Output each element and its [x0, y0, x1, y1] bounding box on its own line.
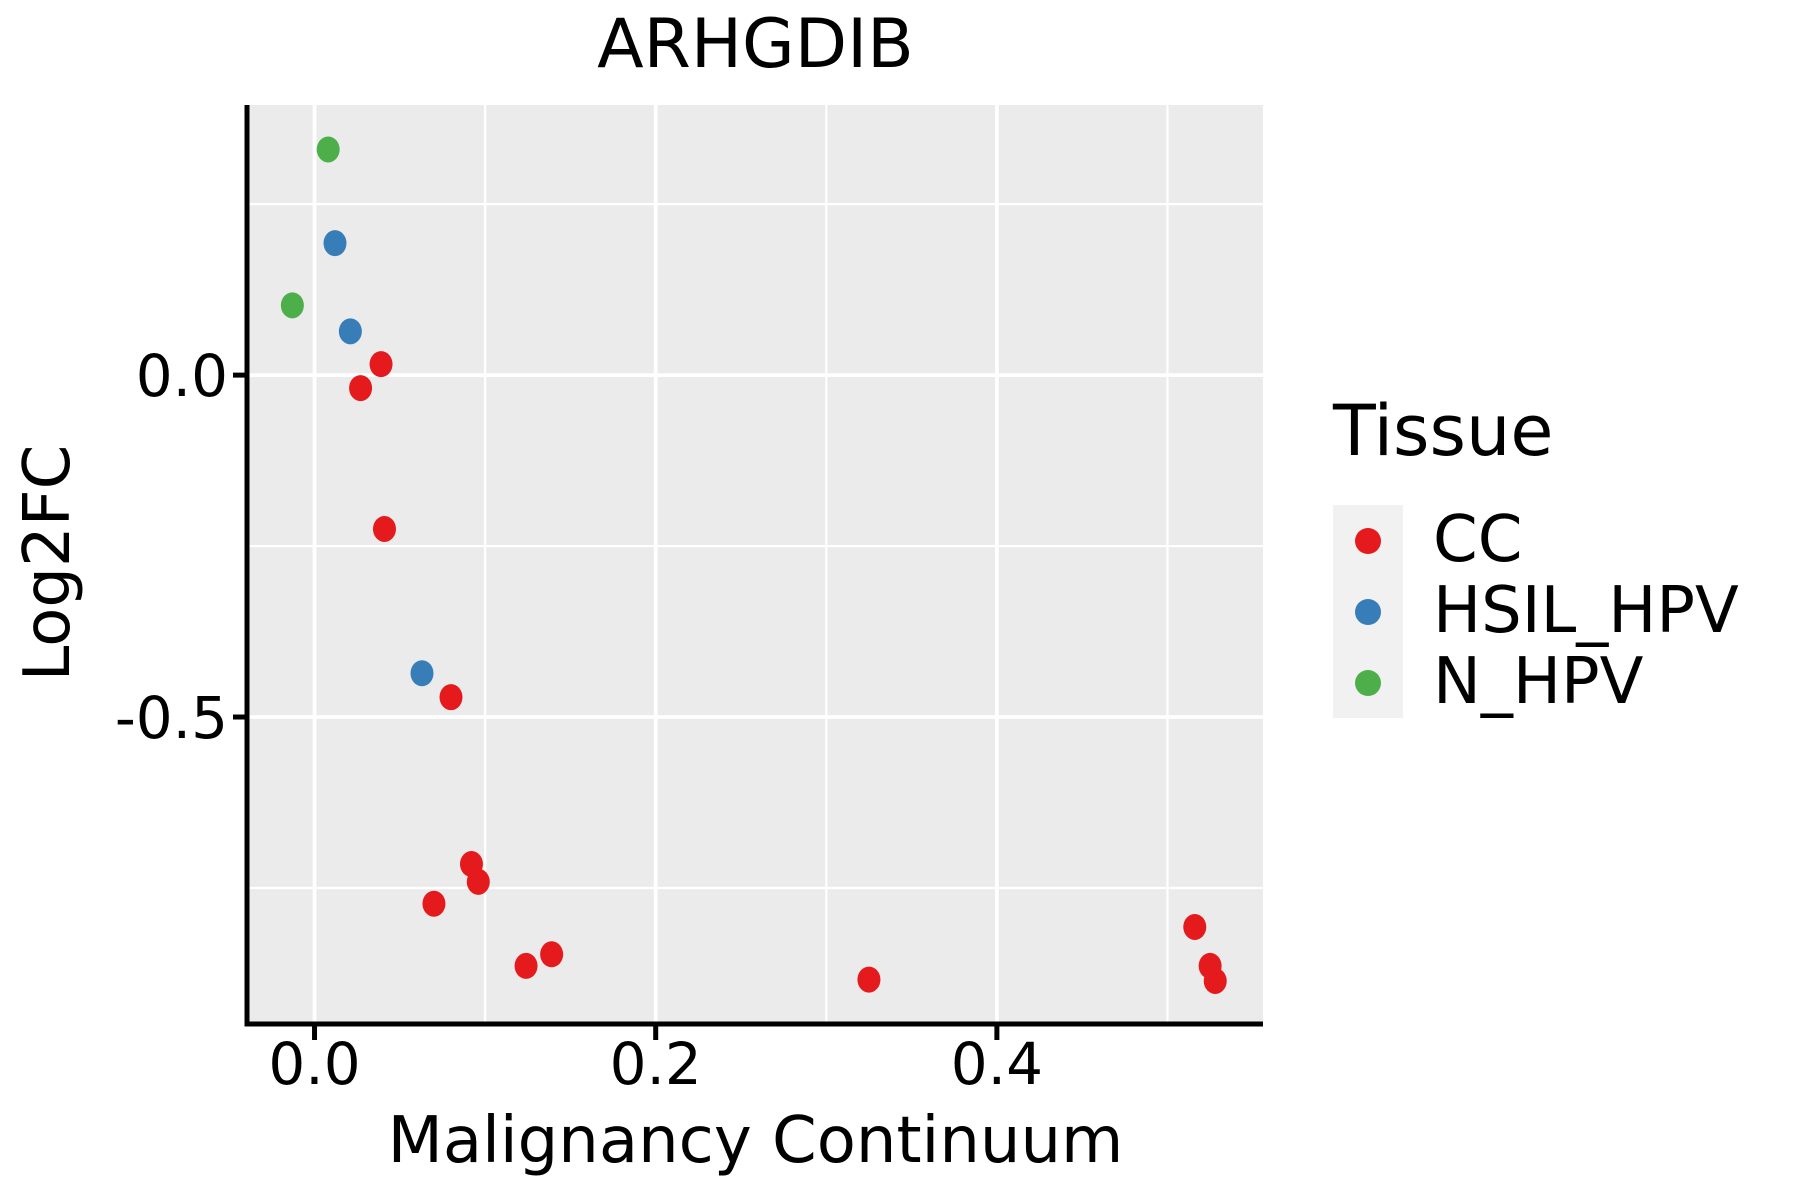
- legend-key-cc: [1333, 505, 1403, 576]
- legend-item-hsil-hpv: HSIL_HPV: [1333, 576, 1739, 647]
- data-point-hsil_hpv: [410, 660, 434, 687]
- legend-label-n-hpv: N_HPV: [1433, 645, 1644, 719]
- data-point-cc: [1203, 967, 1227, 994]
- legend-dot-n-hpv-icon: [1355, 669, 1381, 696]
- x-tick-label: 0.4: [951, 1030, 1043, 1098]
- data-point-n_hpv: [316, 136, 340, 163]
- legend-key-n-hpv: [1333, 647, 1403, 718]
- data-point-cc: [857, 966, 881, 993]
- x-tick-label: 0.2: [610, 1030, 702, 1098]
- legend-key-hsil-hpv: [1333, 576, 1403, 647]
- data-point-hsil_hpv: [323, 230, 347, 257]
- legend-item-n-hpv: N_HPV: [1333, 647, 1643, 718]
- data-point-cc: [349, 375, 373, 402]
- data-point-cc: [439, 684, 463, 711]
- y-tick-label: 0.0: [136, 342, 228, 410]
- legend-label-hsil-hpv: HSIL_HPV: [1433, 574, 1739, 648]
- plot-title: ARHGDIB: [597, 5, 914, 84]
- legend-title: Tissue: [1333, 390, 1554, 472]
- legend-label-cc: CC: [1433, 503, 1523, 577]
- data-point-cc: [1183, 913, 1207, 940]
- data-point-cc: [466, 868, 490, 895]
- legend-item-cc: CC: [1333, 505, 1522, 576]
- panel-background: [248, 105, 1263, 1022]
- data-point-cc: [540, 941, 564, 968]
- x-tick-label: 0.0: [268, 1030, 360, 1098]
- data-point-hsil_hpv: [338, 318, 362, 345]
- data-point-cc: [422, 890, 446, 917]
- data-point-n_hpv: [280, 292, 304, 319]
- legend-dot-cc-icon: [1355, 527, 1381, 554]
- data-point-cc: [369, 351, 393, 378]
- y-tick-label: -0.5: [115, 684, 228, 752]
- data-point-cc: [514, 952, 538, 979]
- x-axis-title: Malignancy Continuum: [387, 1104, 1124, 1178]
- legend-dot-hsil-hpv-icon: [1355, 598, 1381, 625]
- data-point-cc: [372, 515, 396, 542]
